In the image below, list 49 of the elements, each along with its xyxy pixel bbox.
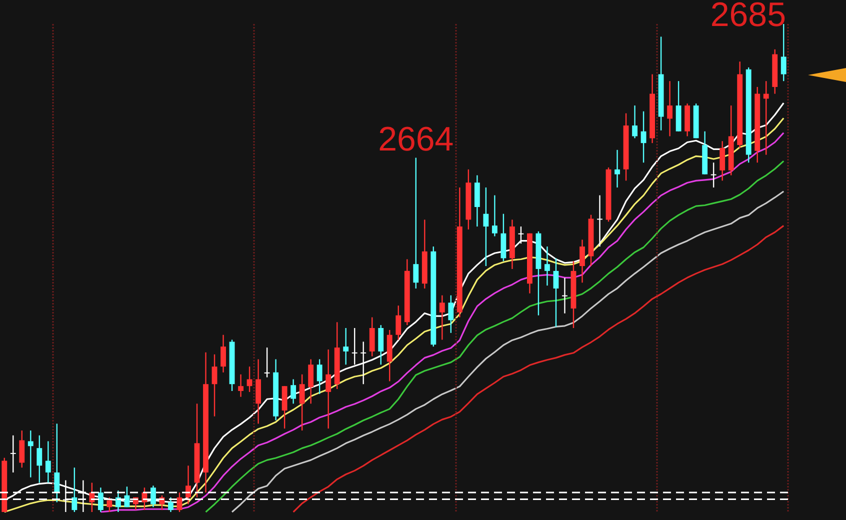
candlestick [212, 354, 218, 417]
candlestick [580, 239, 585, 284]
candlestick [396, 304, 402, 340]
candlestick [72, 466, 78, 513]
candlestick [150, 485, 156, 508]
candlestick [98, 487, 104, 513]
candlestick [316, 358, 322, 395]
candlestick [343, 327, 349, 366]
candlestick [360, 341, 366, 385]
candlestick [10, 434, 16, 474]
candlestick [220, 334, 226, 374]
candlestick [448, 294, 454, 334]
candlestick [106, 496, 112, 513]
candlestick [597, 194, 602, 248]
annotation: 2664 [378, 120, 454, 159]
candlestick [238, 374, 244, 398]
candlestick [124, 486, 130, 508]
candlestick [54, 423, 60, 503]
candlestick [518, 226, 524, 244]
candlestick [614, 149, 620, 188]
candlestick [492, 194, 498, 237]
candlestick [326, 348, 332, 430]
candlestick [45, 440, 51, 484]
candlestick [36, 434, 42, 484]
candlestick [562, 277, 568, 314]
candlestick [378, 324, 384, 366]
candlestick [369, 316, 375, 357]
candlestick [763, 80, 769, 156]
candlestick [168, 496, 174, 513]
candlestick [352, 327, 358, 366]
annotation: 2685 [710, 0, 786, 34]
candlestick [439, 294, 445, 340]
candlestick [28, 430, 34, 478]
candlestick [413, 157, 419, 290]
candlestick [264, 346, 270, 378]
candlestick [483, 186, 489, 267]
candlestick [299, 374, 305, 432]
candlestick [290, 378, 296, 404]
candlestick [308, 358, 314, 404]
candlestick [553, 258, 559, 328]
candlestick [544, 246, 550, 286]
candlestick [710, 162, 716, 188]
candlestick [720, 140, 726, 182]
candlestick [632, 104, 638, 139]
candlestick [667, 80, 673, 137]
candlestick [640, 110, 646, 164]
candlestick [19, 430, 25, 468]
candlestick [176, 492, 182, 513]
candlestick [186, 465, 191, 505]
